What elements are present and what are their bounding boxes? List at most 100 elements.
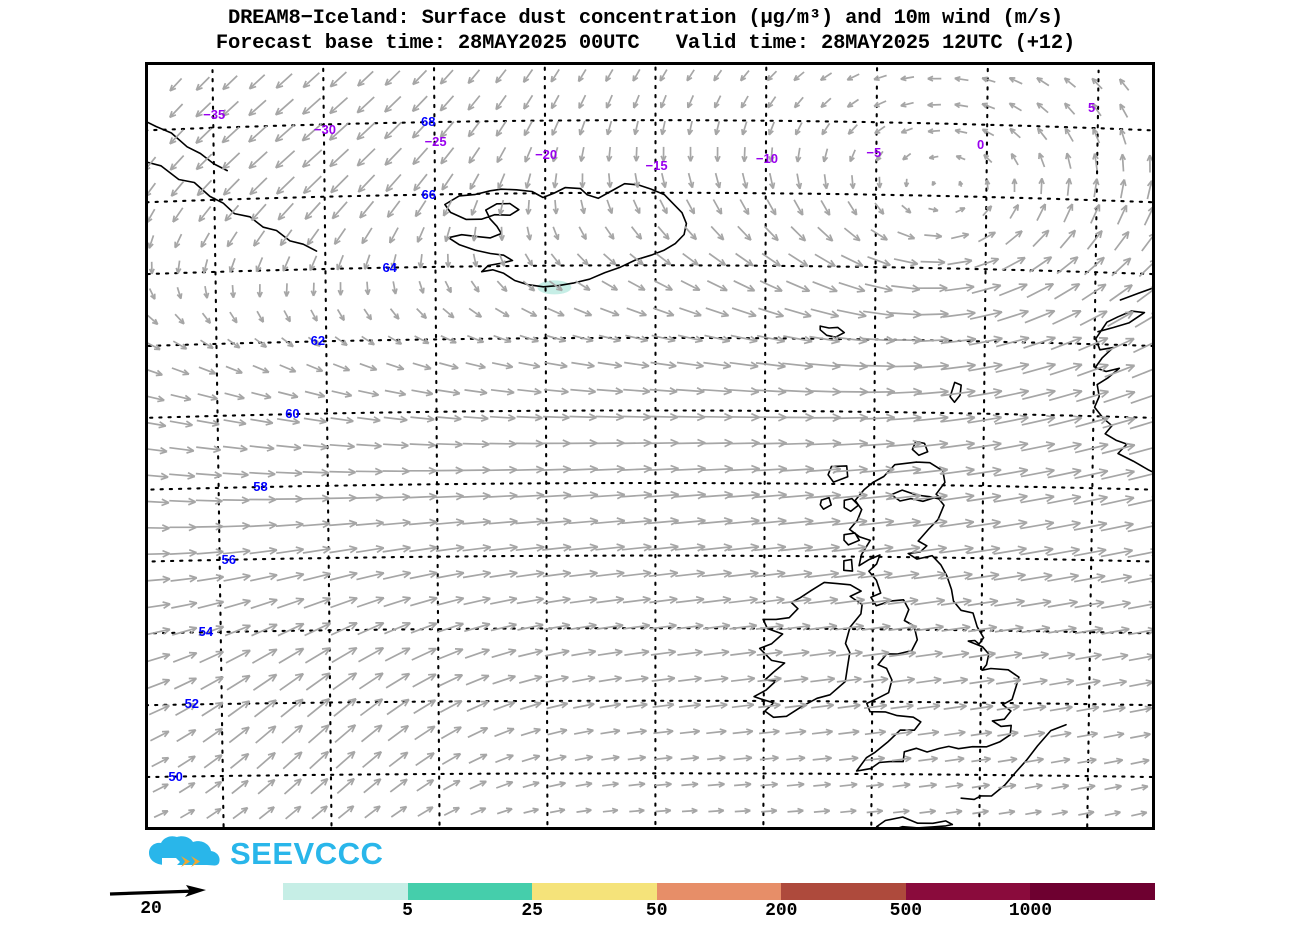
- wind-vector: [1146, 180, 1152, 200]
- wind-vector-head: [295, 622, 305, 631]
- wind-vector: [807, 572, 839, 578]
- wind-vector: [1074, 443, 1109, 454]
- wind-vector: [356, 122, 376, 141]
- wind-vector: [196, 419, 220, 426]
- wind-vector: [770, 147, 774, 162]
- wind-vector: [913, 494, 948, 501]
- wind-vector-head: [497, 182, 504, 190]
- wind-vector-head: [561, 622, 571, 631]
- wind-vector: [995, 390, 1029, 399]
- wind-vector-head: [966, 413, 976, 423]
- wind-vector-head: [1092, 127, 1099, 135]
- wind-vector: [998, 784, 1017, 789]
- wind-vector-head: [375, 493, 384, 502]
- wind-vector-head: [400, 698, 410, 707]
- wind-vector: [171, 602, 198, 609]
- wind-vector-head: [1071, 283, 1081, 292]
- wind-vector: [196, 446, 221, 451]
- wind-vector: [222, 178, 240, 196]
- wind-vector-head: [467, 76, 475, 85]
- wind-vector: [968, 626, 997, 633]
- wind-vector-head: [1008, 77, 1016, 83]
- wind-vector-head: [1041, 624, 1051, 634]
- latitude-label: 54: [198, 624, 214, 640]
- wind-vector-head: [981, 76, 988, 83]
- seevccc-logo[interactable]: SEEVCCC: [146, 833, 386, 875]
- wind-vector-head: [984, 179, 991, 185]
- wind-vector: [674, 467, 706, 472]
- wind-vector-head: [774, 284, 783, 292]
- wind-vector: [497, 173, 506, 190]
- wind-vector-head: [957, 755, 965, 763]
- wind-vector: [704, 677, 729, 682]
- wind-vector: [224, 392, 245, 400]
- wind-vector: [793, 96, 804, 109]
- wind-vector-head: [535, 595, 545, 604]
- wind-vector: [727, 493, 760, 498]
- wind-vector-head: [900, 75, 907, 82]
- wind-vector-head: [215, 676, 224, 684]
- wind-vector-head: [939, 283, 948, 293]
- wind-vector-head: [310, 290, 317, 297]
- wind-vector-head: [883, 570, 893, 579]
- wind-vector: [782, 362, 813, 368]
- wind-vector: [195, 102, 212, 118]
- wind-vector: [148, 369, 163, 376]
- wind-vector-head: [428, 492, 438, 501]
- wind-vector: [196, 525, 224, 528]
- wind-vector-head: [1072, 415, 1083, 424]
- wind-vector-head: [480, 727, 489, 734]
- wind-vector-head: [1044, 545, 1054, 555]
- wind-vector: [282, 256, 291, 272]
- wind-vector: [1037, 127, 1048, 141]
- wind-vector-head: [873, 101, 880, 108]
- wind-vector: [1129, 681, 1152, 688]
- wind-vector-head: [1038, 703, 1047, 712]
- wind-vector: [330, 622, 358, 636]
- wind-vector: [889, 312, 922, 316]
- wind-vector-head: [986, 676, 995, 685]
- wind-vector-head: [1119, 128, 1126, 136]
- wind-vector: [1021, 443, 1055, 452]
- wind-vector-head: [375, 544, 385, 554]
- wind-vector-head: [561, 648, 570, 657]
- wind-vector-head: [473, 286, 480, 293]
- wind-vector: [727, 467, 760, 472]
- wind-vector-head: [402, 493, 411, 502]
- wind-vector: [1076, 390, 1109, 403]
- wind-vector-head: [632, 102, 639, 109]
- longitude-label: −20: [535, 147, 558, 163]
- wind-vector-head: [161, 524, 170, 533]
- wind-vector: [1104, 364, 1135, 378]
- wind-vector-head: [797, 807, 804, 815]
- wind-vector: [654, 783, 672, 787]
- wind-vector-head: [1064, 730, 1072, 738]
- wind-vector: [897, 231, 915, 240]
- wind-vector-head: [495, 103, 503, 111]
- wind-vector-head: [1124, 284, 1133, 293]
- wind-vector-head: [1125, 337, 1135, 346]
- wind-vector-head: [235, 367, 243, 375]
- wind-vector: [1001, 256, 1026, 271]
- wind-vector-head: [877, 781, 885, 789]
- wind-vector-head: [937, 258, 946, 266]
- wind-vector-head: [665, 781, 672, 788]
- wind-vector-head: [1092, 178, 1100, 186]
- wind-vector-head: [641, 648, 650, 657]
- wind-vector-head: [830, 543, 840, 553]
- wind-vector-head: [931, 729, 940, 737]
- wind-vector-head: [694, 675, 702, 683]
- wind-vector: [579, 120, 586, 136]
- wind-vector: [1127, 551, 1152, 558]
- wind-vector-head: [481, 440, 490, 449]
- wind-vector-head: [509, 543, 518, 553]
- map-panel[interactable]: 68 66 64 62 60 58 56 54 52 50 −35 −30 −25 −20 −15 −10−…: [145, 62, 1155, 830]
- wind-vector: [1038, 152, 1046, 168]
- wind-vector-head: [1147, 626, 1152, 635]
- wind-vector: [336, 308, 345, 321]
- wind-vector-head: [615, 413, 624, 422]
- wind-vector-head: [988, 231, 997, 239]
- wind-vector-head: [634, 207, 641, 215]
- wind-vector-head: [660, 181, 668, 189]
- wind-vector-head: [188, 677, 198, 685]
